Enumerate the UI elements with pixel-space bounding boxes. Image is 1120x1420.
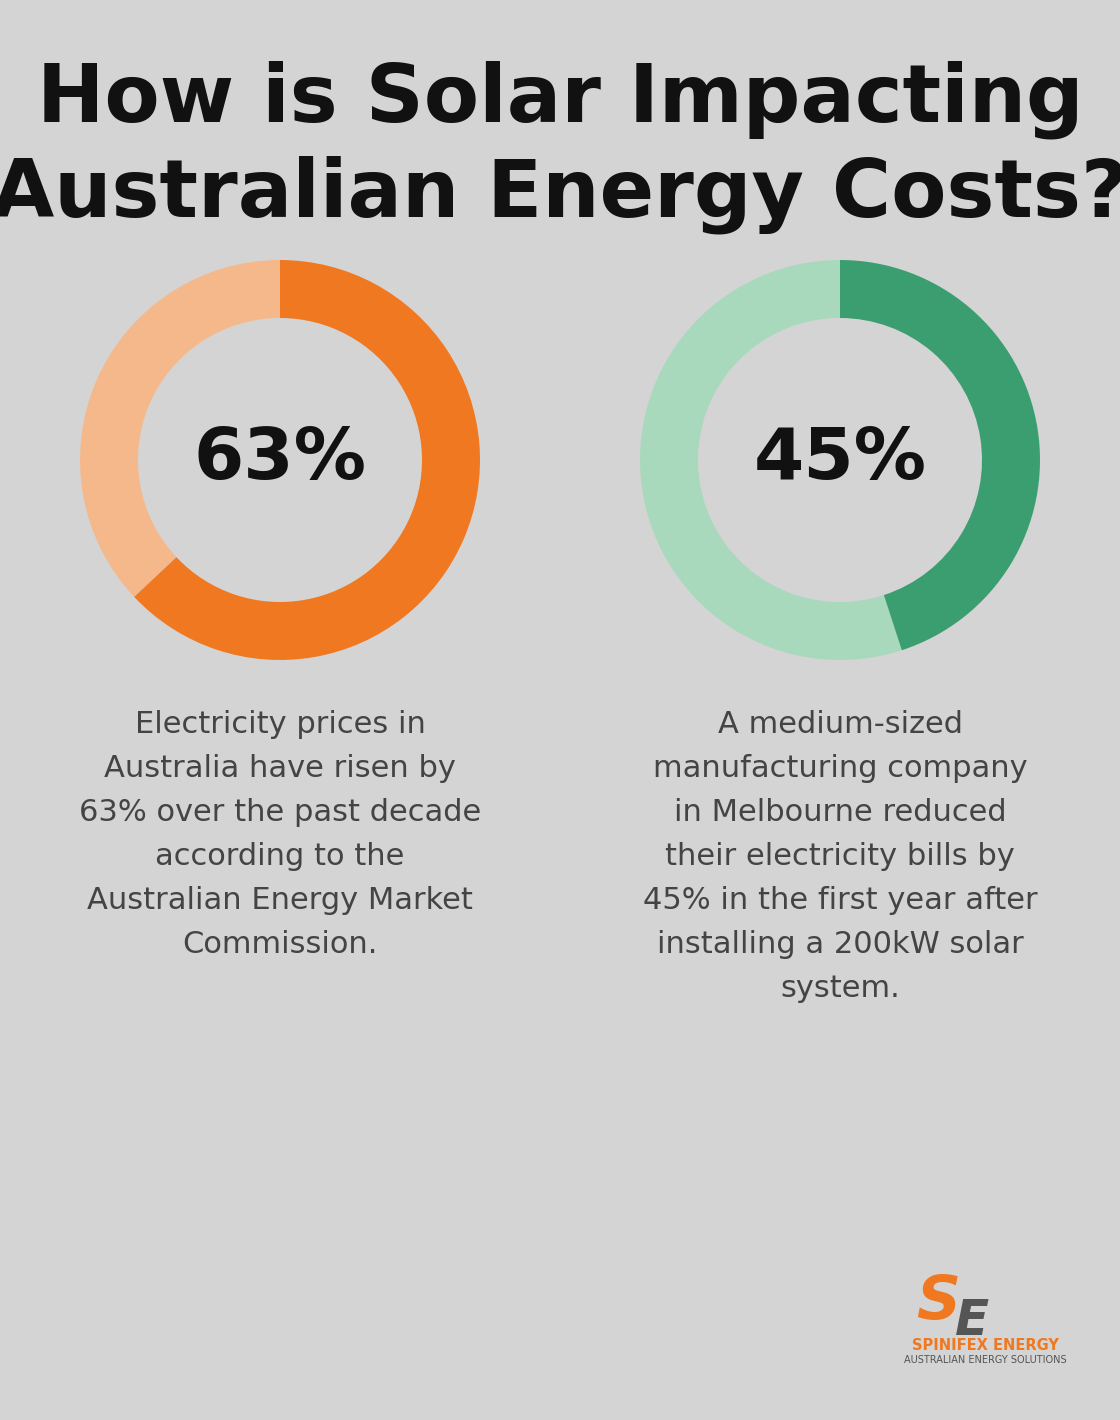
Text: 45%: 45%: [754, 426, 926, 494]
Wedge shape: [134, 260, 480, 660]
Text: A medium-sized
manufacturing company
in Melbourne reduced
their electricity bill: A medium-sized manufacturing company in …: [643, 710, 1037, 1003]
Text: S: S: [916, 1274, 960, 1332]
Wedge shape: [80, 260, 280, 596]
Text: 63%: 63%: [194, 426, 366, 494]
Wedge shape: [840, 260, 1040, 650]
Text: SPINIFEX ENERGY: SPINIFEX ENERGY: [912, 1338, 1058, 1352]
Text: E: E: [955, 1296, 989, 1345]
Wedge shape: [640, 260, 902, 660]
Text: How is Solar Impacting: How is Solar Impacting: [37, 61, 1083, 139]
Text: AUSTRALIAN ENERGY SOLUTIONS: AUSTRALIAN ENERGY SOLUTIONS: [904, 1355, 1066, 1365]
Text: Australian Energy Costs?: Australian Energy Costs?: [0, 156, 1120, 234]
Text: Electricity prices in
Australia have risen by
63% over the past decade
according: Electricity prices in Australia have ris…: [78, 710, 482, 958]
